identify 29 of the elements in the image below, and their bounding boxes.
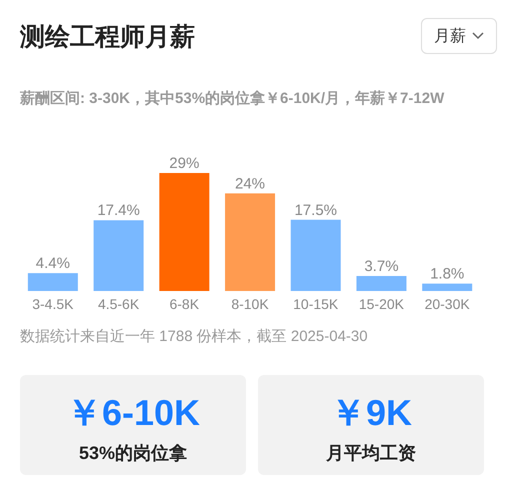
x-tick-label: 8-10K — [231, 296, 270, 312]
text: 月薪 — [434, 26, 466, 46]
x-tick-label: 10-15K — [293, 296, 339, 312]
x-tick-label: 20-30K — [424, 296, 470, 312]
x-tick-label: 3-4.5K — [32, 296, 74, 312]
data-label: 17.5% — [294, 202, 338, 219]
bar — [28, 273, 78, 291]
bar — [422, 284, 472, 291]
text: ￥6-10K — [64, 392, 202, 433]
data-label: 17.4% — [97, 202, 140, 220]
x-tick-label: 6-8K — [169, 296, 200, 312]
text: 数据统计来自近一年 1788 份样本，截至 2025-04-30 — [20, 327, 368, 346]
chart-title: 测绘工程师月薪 — [20, 22, 195, 53]
bar — [356, 276, 406, 291]
bar — [94, 220, 144, 291]
text: 53%的岗位拿 — [78, 442, 188, 465]
text: 月平均工资 — [325, 442, 417, 465]
chart-subtitle: 薪酬区间: 3-30K，其中53%的岗位拿￥6-10K/月，年薪￥7-12W — [20, 89, 446, 109]
data-label: 4.4% — [36, 255, 70, 272]
data-label: 3.7% — [364, 258, 399, 275]
data-label: 29% — [169, 155, 200, 172]
data-label: 24% — [235, 175, 266, 192]
bar — [290, 220, 341, 291]
bar — [159, 173, 210, 291]
data-label: 1.8% — [430, 266, 464, 283]
x-tick-label: 15-20K — [358, 296, 405, 312]
text: ￥9K — [328, 392, 414, 433]
bar — [225, 193, 276, 291]
x-tick-label: 4.5-6K — [98, 296, 140, 312]
